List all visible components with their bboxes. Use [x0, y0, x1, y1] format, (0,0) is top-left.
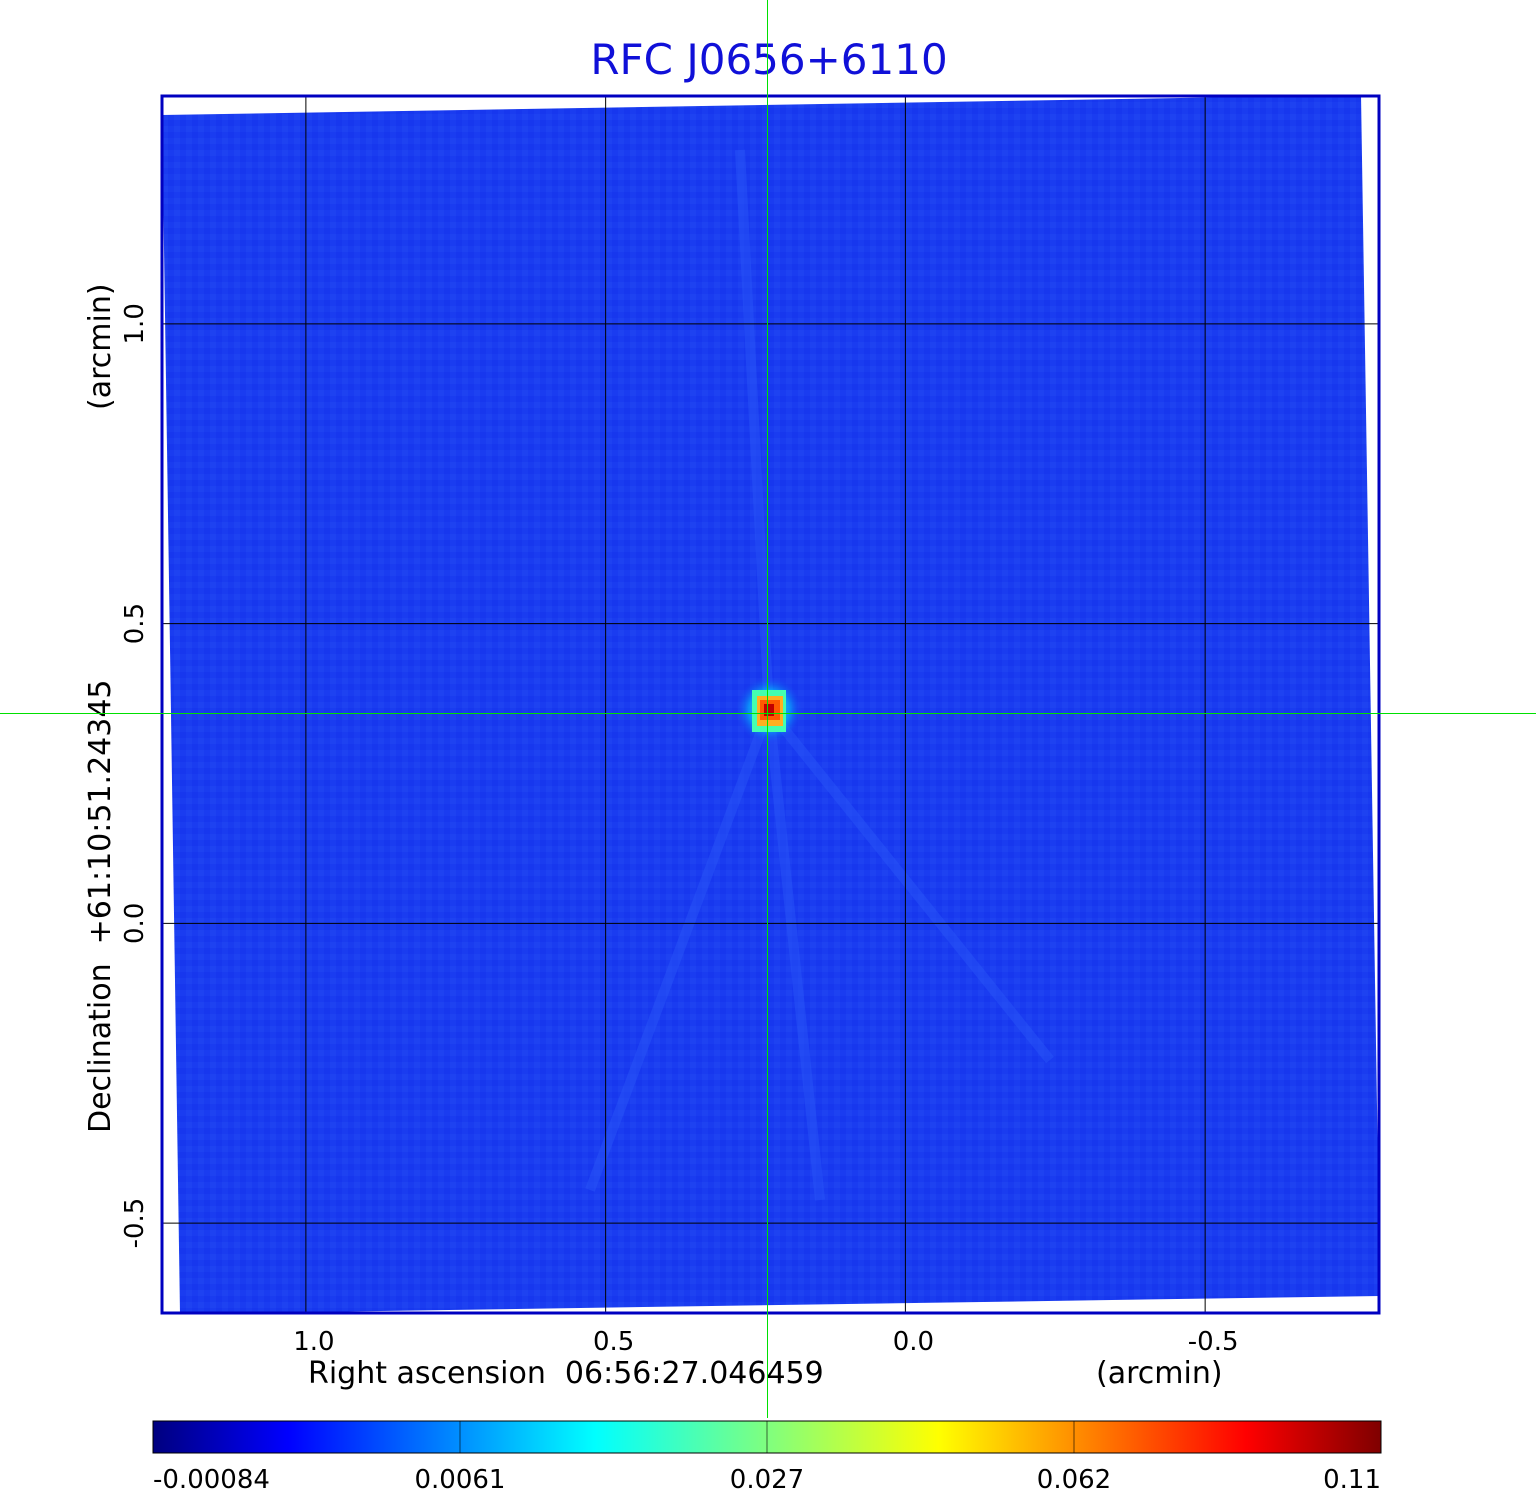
x-tick-label: -0.5 — [1188, 1327, 1239, 1357]
y-tick-label: 0.0 — [120, 903, 150, 944]
y-tick-label: 0.5 — [120, 603, 150, 644]
x-tick-label: 1.0 — [293, 1327, 334, 1357]
colorbar-tick-label: 0.027 — [730, 1465, 804, 1495]
y-tick-label: 1.0 — [120, 303, 150, 344]
colorbar-tick-label: 0.062 — [1037, 1465, 1111, 1495]
x-axis-unit: (arcmin) — [1096, 1356, 1223, 1391]
x-tick-labels: 1.0 0.5 0.0 -0.5 — [293, 1327, 1238, 1357]
plot-frame — [160, 94, 1381, 1315]
x-axis-label: Right ascension 06:56:27.046459 — [308, 1356, 824, 1391]
colorbar-tick-label: 0.0061 — [415, 1465, 506, 1495]
colorbar-tick-labels: -0.00084 0.0061 0.027 0.062 0.11 — [153, 1421, 1381, 1495]
colorbar-tick-label: 0.11 — [1323, 1465, 1381, 1495]
y-axis-label: Declination +61:10:51.24345 — [83, 679, 118, 1133]
grid — [162, 96, 1379, 1313]
y-tick-label: -0.5 — [120, 1198, 150, 1249]
y-axis-unit: (arcmin) — [83, 283, 118, 410]
source-peak — [752, 690, 786, 732]
x-tick-label: 0.5 — [593, 1327, 634, 1357]
x-tick-label: 0.0 — [893, 1327, 934, 1357]
chart-title: RFC J0656+6110 — [590, 35, 947, 84]
crosshair — [0, 0, 1536, 1418]
colorbar-tick-label: -0.00084 — [153, 1465, 270, 1495]
sidelobe-streaks — [585, 149, 1054, 1201]
y-tick-labels: 1.0 0.5 0.0 -0.5 — [120, 303, 150, 1248]
